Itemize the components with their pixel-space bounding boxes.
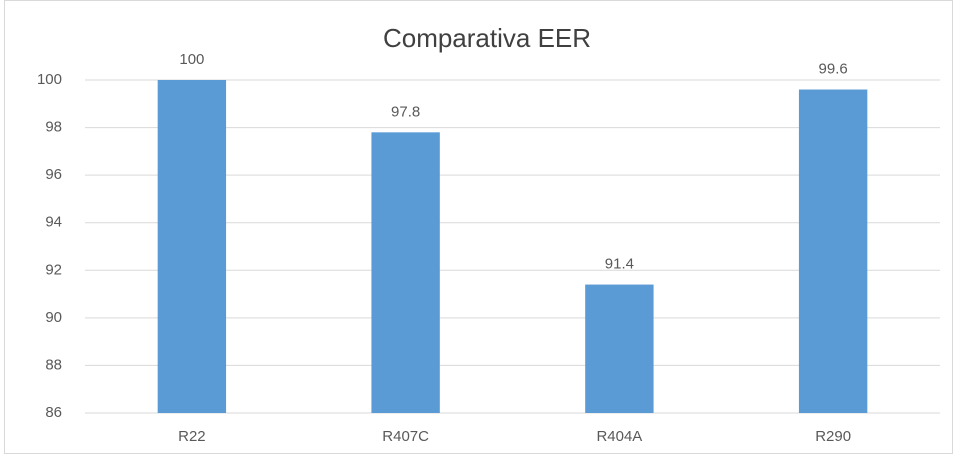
data-label: 99.6 bbox=[819, 60, 848, 77]
data-label: 91.4 bbox=[605, 256, 634, 273]
y-tick-label: 90 bbox=[45, 309, 62, 326]
chart-title: Comparativa EER bbox=[383, 23, 591, 53]
y-tick-label: 86 bbox=[45, 404, 62, 421]
bar bbox=[585, 284, 654, 413]
data-label: 100 bbox=[179, 51, 204, 68]
y-tick-label: 96 bbox=[45, 166, 62, 183]
bar bbox=[798, 89, 868, 413]
bar bbox=[371, 132, 440, 414]
bar bbox=[157, 80, 227, 413]
x-tick-label: R404A bbox=[596, 428, 642, 445]
y-tick-label: 88 bbox=[45, 356, 62, 373]
x-tick-label: R407C bbox=[382, 428, 429, 445]
data-label: 97.8 bbox=[391, 103, 420, 120]
y-tick-label: 100 bbox=[37, 71, 62, 88]
y-tick-label: 94 bbox=[45, 214, 62, 231]
y-tick-label: 98 bbox=[45, 119, 62, 136]
x-tick-label: R22 bbox=[178, 428, 206, 445]
x-tick-label: R290 bbox=[815, 428, 851, 445]
y-tick-label: 92 bbox=[45, 261, 62, 278]
